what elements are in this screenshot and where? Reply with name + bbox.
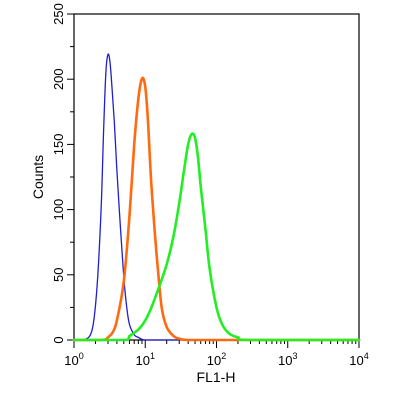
histogram-series <box>72 53 361 342</box>
y-tick-label: 200 <box>51 68 66 90</box>
y-tick-label: 250 <box>51 3 66 25</box>
x-tick-label: 104 <box>349 351 368 368</box>
y-axis-title: Counts <box>30 155 46 199</box>
y-tick-label: 150 <box>51 134 66 156</box>
x-tick-label: 100 <box>64 351 83 368</box>
x-tick-label: 101 <box>136 351 155 368</box>
y-tick-label: 0 <box>51 336 66 343</box>
x-tick-label: 103 <box>278 351 297 368</box>
x-tick-label: 102 <box>207 351 226 368</box>
histogram-curve-3 <box>72 132 361 342</box>
x-axis: 100 101 102 103 104 <box>64 340 369 368</box>
y-tick-label: 50 <box>51 268 66 282</box>
y-tick-label: 100 <box>51 199 66 221</box>
histogram-curve-1 <box>73 53 360 341</box>
y-axis: 0 50 100 150 200 250 <box>51 3 74 344</box>
histogram-curve-2 <box>72 76 361 342</box>
x-axis-title: FL1-H <box>197 369 236 385</box>
